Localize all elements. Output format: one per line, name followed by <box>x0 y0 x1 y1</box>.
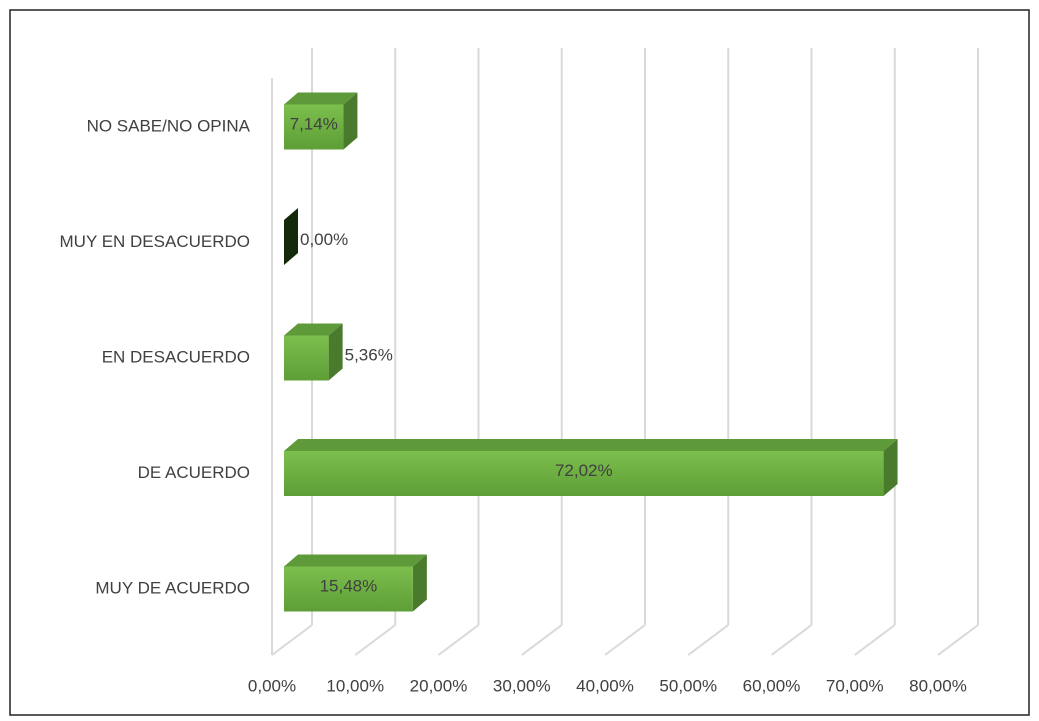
bar-top <box>284 323 343 336</box>
floor-grid-line <box>521 624 563 656</box>
data-label: 5,36% <box>345 345 393 364</box>
x-tick-label: 10,00% <box>326 676 384 695</box>
data-label: 72,02% <box>555 461 613 480</box>
x-tick-label: 0,00% <box>248 676 296 695</box>
bar-side <box>328 323 343 381</box>
bar-side <box>284 208 298 265</box>
y-tick-label: NO SABE/NO OPINA <box>87 116 251 135</box>
floor-grid-line <box>854 624 896 656</box>
bar-front <box>284 566 413 612</box>
bar-top <box>284 439 898 451</box>
bar-front <box>284 104 344 150</box>
bar <box>284 208 298 265</box>
x-tick-label: 40,00% <box>576 676 634 695</box>
bar <box>284 323 343 381</box>
floor-grid-line <box>770 624 813 656</box>
data-label: 15,48% <box>320 576 378 595</box>
floor-grid-line <box>271 624 313 656</box>
bar-side <box>412 554 427 612</box>
y-tick-label: EN DESACUERDO <box>102 347 250 366</box>
x-tick-label: 60,00% <box>743 676 801 695</box>
bar-side <box>343 92 358 150</box>
floor-grid-line <box>687 624 729 656</box>
bar <box>284 439 898 496</box>
bar-top <box>284 554 427 567</box>
x-tick-label: 80,00% <box>909 676 967 695</box>
data-label: 0,00% <box>300 230 348 249</box>
x-tick-label: 20,00% <box>410 676 468 695</box>
bar-front <box>284 335 329 381</box>
bar-side <box>883 439 898 496</box>
x-tick-label: 50,00% <box>659 676 717 695</box>
floor-grid-line <box>354 624 396 656</box>
floor-grid-line <box>937 624 979 656</box>
y-tick-label: DE ACUERDO <box>138 463 250 482</box>
y-tick-label: MUY EN DESACUERDO <box>60 232 251 251</box>
x-tick-label: 30,00% <box>493 676 551 695</box>
bar <box>284 554 427 612</box>
bar-front <box>284 451 884 496</box>
chart-frame <box>9 9 1030 716</box>
data-label: 7,14% <box>290 114 338 133</box>
y-tick-label: MUY DE ACUERDO <box>95 578 250 597</box>
bar <box>284 92 358 150</box>
floor-grid-line <box>604 624 646 656</box>
bar-top <box>284 92 358 105</box>
x-tick-label: 70,00% <box>826 676 884 695</box>
floor-grid-line <box>437 624 480 656</box>
